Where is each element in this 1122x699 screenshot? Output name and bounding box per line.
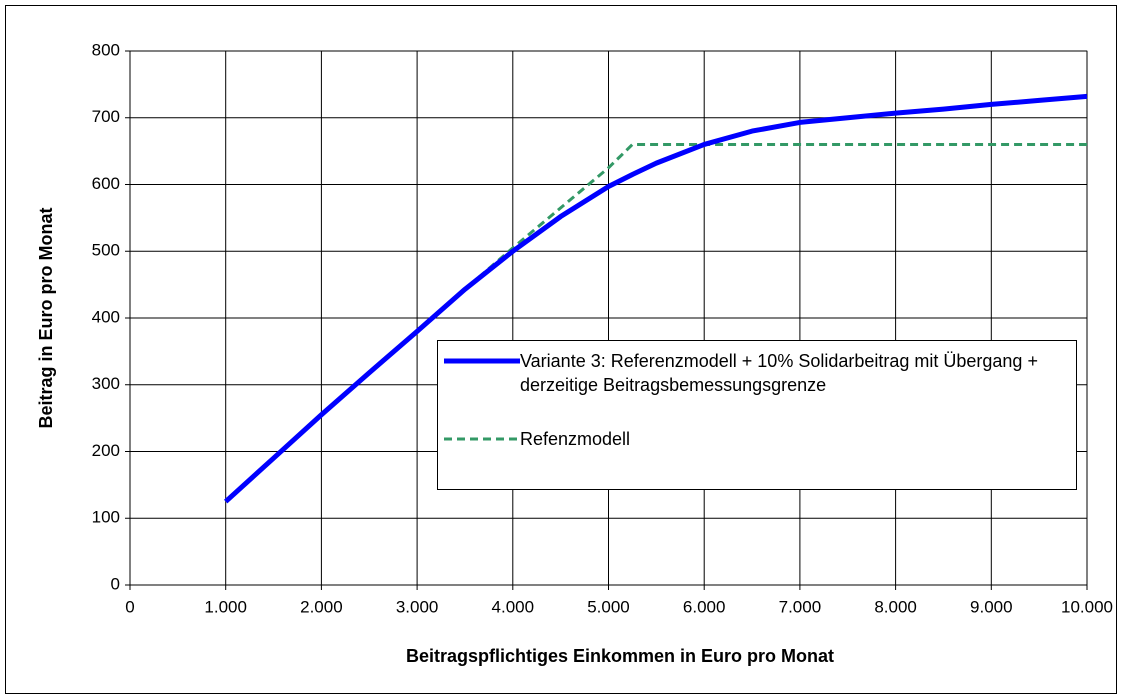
legend-label: Refenzmodell — [520, 429, 631, 449]
series-line — [224, 93, 1088, 504]
y-tick-label: 500 — [92, 241, 120, 260]
x-axis-title: Beitragspflichtiges Einkommen in Euro pr… — [406, 646, 834, 666]
x-tick-label: 9.000 — [970, 597, 1013, 616]
y-tick-label: 200 — [92, 441, 120, 460]
x-tick-label: 4.000 — [492, 597, 535, 616]
x-tick-label: 2.000 — [300, 597, 343, 616]
y-axis-title: Beitrag in Euro pro Monat — [36, 207, 56, 428]
legend-entry: Refenzmodell — [438, 427, 1070, 451]
legend-label: Variante 3: Referenzmodell + 10% Solidar… — [520, 351, 1038, 395]
x-tick-label: 7.000 — [779, 597, 822, 616]
x-tick-label: 6.000 — [683, 597, 726, 616]
legend-entry: Variante 3: Referenzmodell + 10% Solidar… — [438, 349, 1070, 397]
x-tick-label: 8.000 — [874, 597, 917, 616]
y-tick-label: 400 — [92, 307, 120, 326]
y-tick-label: 600 — [92, 174, 120, 193]
legend-swatch — [444, 358, 520, 364]
x-tick-label: 10.000 — [1061, 597, 1113, 616]
legend: Variante 3: Referenzmodell + 10% Solidar… — [437, 340, 1077, 490]
x-tick-label: 5.000 — [587, 597, 630, 616]
legend-swatch — [444, 437, 520, 441]
y-tick-label: 700 — [92, 107, 120, 126]
x-tick-label: 3.000 — [396, 597, 439, 616]
x-tick-label: 1.000 — [204, 597, 247, 616]
y-tick-label: 0 — [111, 574, 120, 593]
series-line — [224, 142, 1087, 503]
y-tick-label: 800 — [92, 40, 120, 59]
x-tick-label: 0 — [125, 597, 134, 616]
outer-border — [5, 5, 1117, 694]
y-tick-label: 100 — [92, 508, 120, 527]
y-tick-label: 300 — [92, 374, 120, 393]
